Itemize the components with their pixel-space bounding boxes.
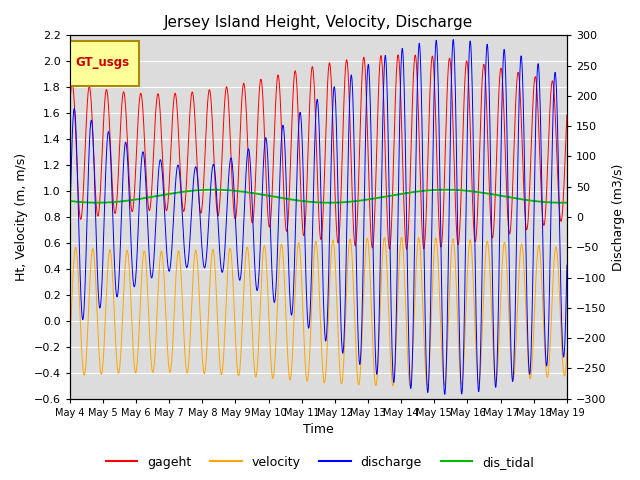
dis_tidal <box>152 193 160 199</box>
velocity <box>257 301 264 307</box>
gageht <box>554 167 561 173</box>
velocity <box>278 242 286 248</box>
Legend: gageht, velocity, discharge, dis_tidal: gageht, velocity, discharge, dis_tidal <box>101 451 539 474</box>
gageht <box>403 247 410 252</box>
gageht <box>394 52 402 58</box>
discharge <box>66 227 74 232</box>
velocity <box>398 235 406 240</box>
dis_tidal <box>500 193 508 199</box>
velocity <box>406 383 414 389</box>
dis_tidal <box>123 198 131 204</box>
discharge <box>152 217 160 223</box>
gageht <box>563 112 571 118</box>
velocity <box>500 241 508 247</box>
gageht <box>152 106 160 112</box>
gageht <box>66 106 74 112</box>
discharge <box>441 391 449 397</box>
Y-axis label: Discharge (m3/s): Discharge (m3/s) <box>612 163 625 271</box>
gageht <box>278 139 286 144</box>
Line: velocity: velocity <box>70 238 567 386</box>
dis_tidal <box>66 198 74 204</box>
discharge <box>500 47 508 53</box>
X-axis label: Time: Time <box>303 423 333 436</box>
discharge <box>123 142 131 148</box>
Line: dis_tidal: dis_tidal <box>70 190 567 203</box>
gageht <box>123 118 131 123</box>
discharge <box>563 262 571 268</box>
discharge <box>449 36 457 42</box>
velocity <box>152 335 160 340</box>
discharge <box>554 121 561 127</box>
dis_tidal <box>326 200 333 205</box>
Line: discharge: discharge <box>70 39 567 394</box>
dis_tidal <box>210 187 218 192</box>
dis_tidal <box>554 200 561 205</box>
velocity <box>66 345 74 351</box>
discharge <box>257 241 264 247</box>
gageht <box>500 109 508 115</box>
dis_tidal <box>257 192 264 197</box>
discharge <box>278 129 286 135</box>
dis_tidal <box>278 195 286 201</box>
Y-axis label: Ht, Velocity (m, m/s): Ht, Velocity (m, m/s) <box>15 153 28 281</box>
Title: Jersey Island Height, Velocity, Discharge: Jersey Island Height, Velocity, Discharg… <box>164 15 473 30</box>
dis_tidal <box>563 200 571 205</box>
Line: gageht: gageht <box>70 55 567 250</box>
velocity <box>563 349 571 355</box>
velocity <box>554 254 561 260</box>
FancyBboxPatch shape <box>65 41 140 86</box>
gageht <box>257 78 264 84</box>
velocity <box>123 250 131 255</box>
Text: GT_usgs: GT_usgs <box>75 57 129 70</box>
